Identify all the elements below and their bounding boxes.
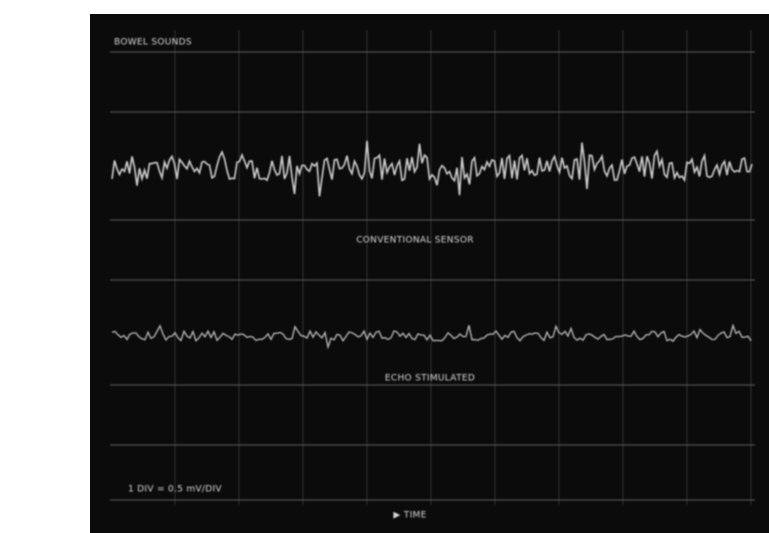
trace-1-label: CONVENTIONAL SENSOR — [356, 236, 474, 246]
oscilloscope-screenshot: BOWEL SOUNDS CONVENTIONAL SENSOR ECHO ST… — [0, 0, 769, 533]
top-label: BOWEL SOUNDS — [114, 38, 192, 48]
scale-label: 1 DIV = 0.5 mV/DIV — [128, 485, 222, 495]
time-axis-label: ▶ TIME — [393, 511, 426, 521]
page: BOWEL SOUNDS CONVENTIONAL SENSOR ECHO ST… — [0, 0, 769, 533]
screen — [90, 14, 769, 533]
trace-2-label: ECHO STIMULATED — [385, 374, 475, 384]
